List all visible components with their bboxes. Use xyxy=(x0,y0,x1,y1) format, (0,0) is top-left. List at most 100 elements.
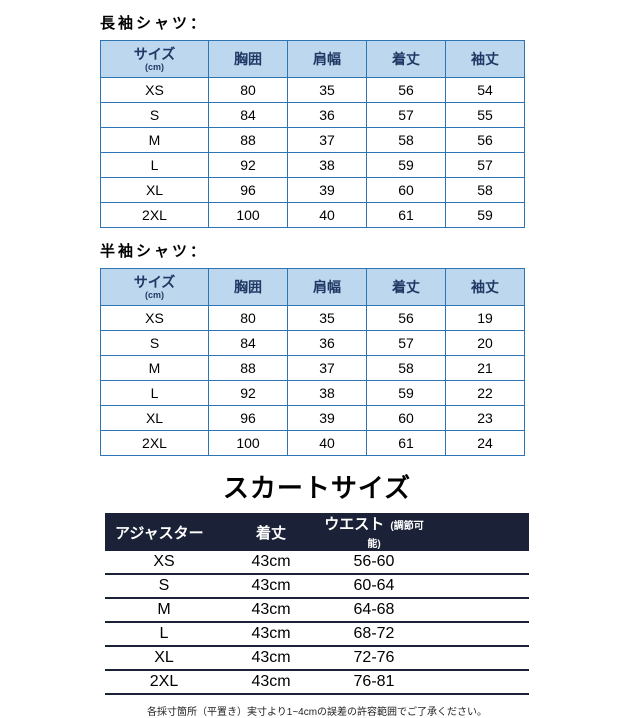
table-row: L 92 38 59 22 xyxy=(100,380,525,406)
value-cell: 64-68 xyxy=(319,598,529,623)
value-cell: 100 xyxy=(208,430,288,456)
value-cell: 68-72 xyxy=(319,622,529,647)
value-cell: 40 xyxy=(287,430,367,456)
value-cell: 96 xyxy=(208,177,288,203)
size-cell: 2XL xyxy=(100,202,209,228)
table-row: XL 96 39 60 23 xyxy=(100,405,525,431)
size-column-header: サイズ (cm) xyxy=(100,40,209,78)
size-unit-label: (cm) xyxy=(144,289,164,300)
value-cell: 100 xyxy=(208,202,288,228)
value-cell: 21 xyxy=(445,355,525,381)
header-row: サイズ (cm) 胸囲 肩幅 着丈 袖丈 xyxy=(100,40,525,78)
size-cell: L xyxy=(100,152,209,178)
value-cell: 38 xyxy=(287,380,367,406)
length-column-header: 着丈 xyxy=(223,513,319,551)
table-row: M 88 37 58 21 xyxy=(100,355,525,381)
size-cell: S xyxy=(100,330,209,356)
size-cell: M xyxy=(105,598,223,623)
table-row: XS 80 35 56 19 xyxy=(100,305,525,331)
size-cell: S xyxy=(105,574,223,599)
value-cell: 22 xyxy=(445,380,525,406)
value-cell: 36 xyxy=(287,330,367,356)
table-row: M 88 37 58 56 xyxy=(100,127,525,153)
table-row: XL 96 39 60 58 xyxy=(100,177,525,203)
size-cell: 2XL xyxy=(105,670,223,695)
short-sleeve-size-table: サイズ (cm) 胸囲 肩幅 着丈 袖丈 XS 80 35 56 19 S 84 36 57 20… xyxy=(100,268,525,456)
value-cell: 57 xyxy=(445,152,525,178)
waist-column-header: ウエスト (調節可能) xyxy=(319,513,529,551)
adjuster-column-header: アジャスター xyxy=(105,513,223,551)
size-unit-label: (cm) xyxy=(144,61,164,72)
table-row: S 84 36 57 55 xyxy=(100,102,525,128)
table-row: S 84 36 57 20 xyxy=(100,330,525,356)
value-cell: 37 xyxy=(287,127,367,153)
skirt-section: スカートサイズ アジャスター 着丈 ウエスト (調節可能) XS 43cm 56-6… xyxy=(105,468,640,695)
table-row: L 92 38 59 57 xyxy=(100,152,525,178)
value-cell: 54 xyxy=(445,77,525,103)
size-label: サイズ xyxy=(133,45,176,62)
short-sleeve-title: 半袖シャツ： xyxy=(100,243,209,260)
value-cell: 24 xyxy=(445,430,525,456)
size-cell: L xyxy=(100,380,209,406)
size-cell: XL xyxy=(105,646,223,671)
long-sleeve-title: 長袖シャツ： xyxy=(100,15,209,32)
value-cell: 35 xyxy=(287,77,367,103)
value-cell: 88 xyxy=(208,127,288,153)
size-cell: XS xyxy=(100,305,209,331)
table-row: 2XL 43cm 76-81 xyxy=(105,670,529,695)
value-cell: 96 xyxy=(208,405,288,431)
value-cell: 59 xyxy=(366,380,446,406)
value-cell: 60-64 xyxy=(319,574,529,599)
size-cell: XL xyxy=(100,177,209,203)
value-cell: 58 xyxy=(445,177,525,203)
skirt-size-table: アジャスター 着丈 ウエスト (調節可能) XS 43cm 56-60 S 43cm 60… xyxy=(105,513,529,695)
long-sleeve-section: 長袖シャツ： サイズ (cm) 胸囲 肩幅 着丈 袖丈 XS 80 35 56 54 S 8… xyxy=(100,12,640,228)
value-cell: 56 xyxy=(366,77,446,103)
chest-column-header: 胸囲 xyxy=(208,268,288,306)
size-cell: XS xyxy=(105,551,223,575)
shoulder-column-header: 肩幅 xyxy=(287,40,367,78)
waist-label: ウエスト xyxy=(324,516,385,533)
table-row: XS 43cm 56-60 xyxy=(105,551,529,575)
value-cell: 84 xyxy=(208,330,288,356)
value-cell: 92 xyxy=(208,152,288,178)
sleeve-column-header: 袖丈 xyxy=(445,40,525,78)
table-row: 2XL 100 40 61 24 xyxy=(100,430,525,456)
value-cell: 43cm xyxy=(223,574,319,599)
header-row: サイズ (cm) 胸囲 肩幅 着丈 袖丈 xyxy=(100,268,525,306)
size-cell: M xyxy=(100,127,209,153)
size-column-header: サイズ (cm) xyxy=(100,268,209,306)
value-cell: 19 xyxy=(445,305,525,331)
value-cell: 92 xyxy=(208,380,288,406)
value-cell: 88 xyxy=(208,355,288,381)
value-cell: 55 xyxy=(445,102,525,128)
value-cell: 56 xyxy=(445,127,525,153)
size-label: サイズ xyxy=(133,273,176,290)
value-cell: 60 xyxy=(366,405,446,431)
value-cell: 58 xyxy=(366,127,446,153)
value-cell: 36 xyxy=(287,102,367,128)
value-cell: 60 xyxy=(366,177,446,203)
shoulder-column-header: 肩幅 xyxy=(287,268,367,306)
value-cell: 57 xyxy=(366,330,446,356)
value-cell: 35 xyxy=(287,305,367,331)
length-column-header: 着丈 xyxy=(366,40,446,78)
value-cell: 43cm xyxy=(223,646,319,671)
header-row: アジャスター 着丈 ウエスト (調節可能) xyxy=(105,513,529,551)
value-cell: 56 xyxy=(366,305,446,331)
size-cell: S xyxy=(100,102,209,128)
table-row: M 43cm 64-68 xyxy=(105,598,529,623)
value-cell: 61 xyxy=(366,202,446,228)
value-cell: 43cm xyxy=(223,598,319,623)
length-column-header: 着丈 xyxy=(366,268,446,306)
value-cell: 72-76 xyxy=(319,646,529,671)
value-cell: 39 xyxy=(287,177,367,203)
measurement-tolerance-note: 各採寸箇所（平置き）実寸より1~4cmの誤差の許容範囲でご了承ください。 xyxy=(146,707,488,718)
value-cell: 84 xyxy=(208,102,288,128)
table-row: XS 80 35 56 54 xyxy=(100,77,525,103)
table-row: L 43cm 68-72 xyxy=(105,622,529,647)
value-cell: 57 xyxy=(366,102,446,128)
size-cell: M xyxy=(100,355,209,381)
chest-column-header: 胸囲 xyxy=(208,40,288,78)
table-row: 2XL 100 40 61 59 xyxy=(100,202,525,228)
